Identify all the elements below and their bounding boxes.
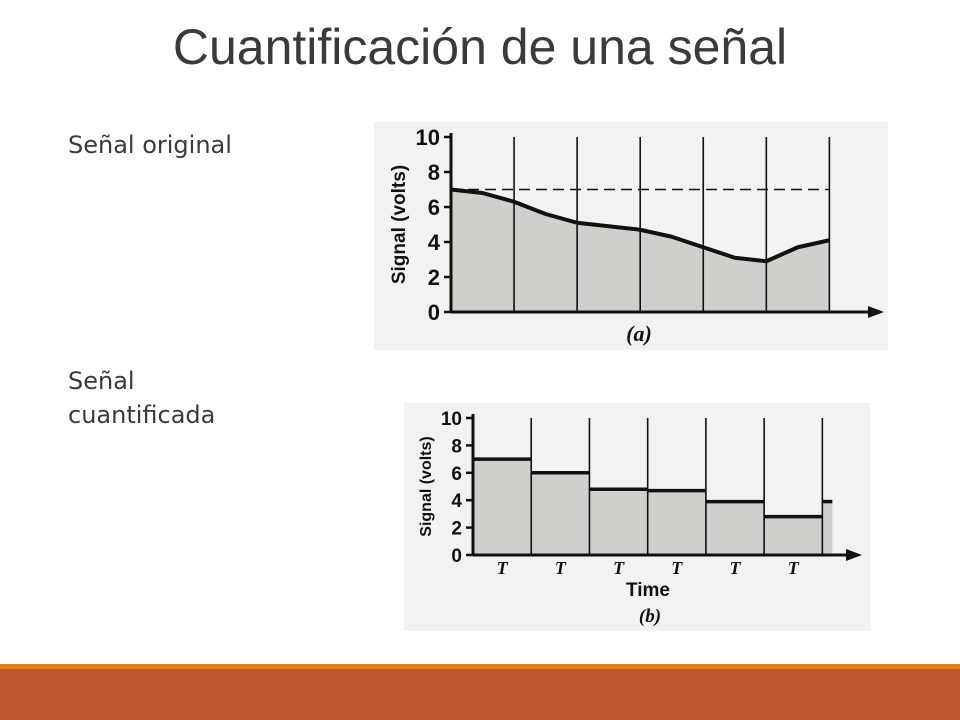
chart-b-ytick-label-6: 6 [451,464,462,485]
label-original-signal: Señal original [68,131,232,159]
chart-quantized-signal: 0 2 4 6 8 10 T T T T T T Signal (volts) Time (b) [404,403,870,631]
footer-accent-line [0,664,960,669]
chart-b-step-label-6: T [788,558,800,578]
chart-a-svg: 0 2 4 6 8 10 Signal (volts) (a) [374,122,888,350]
chart-a-y-axis-label: Signal (volts) [389,165,410,284]
chart-b-step-area-6 [764,516,823,555]
chart-b-step-area-5 [705,501,765,555]
chart-b-ytick-label-8: 8 [451,436,462,457]
chart-b-x-arrow [846,549,862,561]
chart-a-ytick-label-6: 6 [428,195,440,220]
chart-a-signal-line [450,187,830,264]
chart-a-caption: (a) [626,321,652,346]
chart-b-caption: (b) [639,606,661,627]
chart-b-step-label-1: T [497,558,509,578]
chart-b-ytick-label-0: 0 [451,546,462,567]
chart-b-step-area-4 [647,490,706,555]
chart-b-step-area-2 [531,472,590,555]
chart-a-ytick-label-8: 8 [428,160,440,185]
chart-original-signal: 0 2 4 6 8 10 Signal (volts) (a) [374,122,888,350]
chart-b-step-area-3 [589,489,648,555]
chart-b-step-label-4: T [671,558,683,578]
chart-b-step-label-5: T [730,558,742,578]
chart-b-step-label-2: T [555,558,567,578]
label-quantized-signal: Señal cuantificada [68,367,216,429]
chart-b-step-label-3: T [613,558,625,578]
slide-title: Cuantificación de una señal [172,19,788,75]
chart-b-tail-area [822,501,833,555]
chart-b-ytick-label-4: 4 [451,491,462,512]
chart-b-y-axis-label: Signal (volts) [418,436,435,536]
chart-b-ytick-label-2: 2 [451,519,462,540]
chart-b-svg: 0 2 4 6 8 10 T T T T T T Signal (volts) Time (b) [404,403,870,631]
chart-a-ytick-label-4: 4 [428,230,441,255]
chart-a-x-arrow [868,306,884,318]
footer-bar [0,669,960,720]
chart-b-x-axis-label: Time [626,580,670,601]
chart-a-ytick-label-10: 10 [416,125,440,150]
chart-b-step-area-1 [473,459,532,555]
chart-a-ytick-label-0: 0 [428,300,440,325]
chart-a-ytick-label-2: 2 [428,265,440,290]
chart-b-ytick-label-10: 10 [441,409,462,430]
